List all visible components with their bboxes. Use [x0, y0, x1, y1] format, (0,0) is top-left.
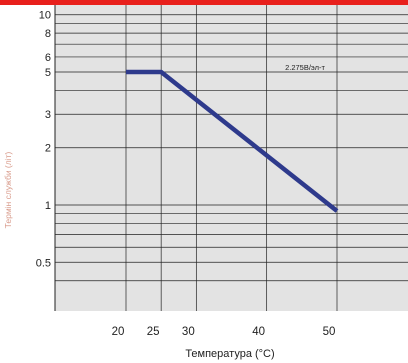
y-tick-label: 3 — [45, 109, 51, 121]
plot-background — [55, 5, 408, 311]
series-annotation: 2.275В/эл-т — [285, 63, 325, 72]
x-tick-label: 50 — [323, 326, 336, 338]
x-tick-label: 30 — [182, 326, 195, 338]
x-tick-label: 20 — [112, 326, 125, 338]
y-tick-label: 6 — [45, 52, 51, 64]
y-tick-label: 2 — [45, 143, 51, 155]
x-tick-labels: 20 25 30 40 50 — [112, 326, 336, 338]
y-tick-label: 1 — [45, 200, 51, 212]
y-axis-label: Термін служби (літ) — [3, 152, 13, 229]
y-tick-label: 0.5 — [36, 257, 51, 269]
y-tick-label: 8 — [45, 28, 51, 40]
vertical-gridlines — [54, 5, 338, 311]
x-axis-label: Температура (°C) — [185, 348, 274, 360]
top-red-bar — [0, 0, 408, 5]
series-line — [126, 69, 339, 213]
y-tick-label: 5 — [45, 67, 51, 79]
y-tick-labels: 0.5 1 2 3 5 6 8 10 — [36, 10, 51, 270]
series-lines — [126, 69, 339, 213]
x-tick-label: 25 — [147, 326, 160, 338]
horizontal-gridlines — [55, 14, 408, 282]
x-tick-label: 40 — [252, 326, 265, 338]
y-tick-label: 10 — [39, 10, 51, 22]
